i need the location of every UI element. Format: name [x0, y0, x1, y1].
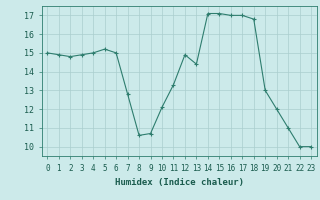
X-axis label: Humidex (Indice chaleur): Humidex (Indice chaleur) [115, 178, 244, 187]
